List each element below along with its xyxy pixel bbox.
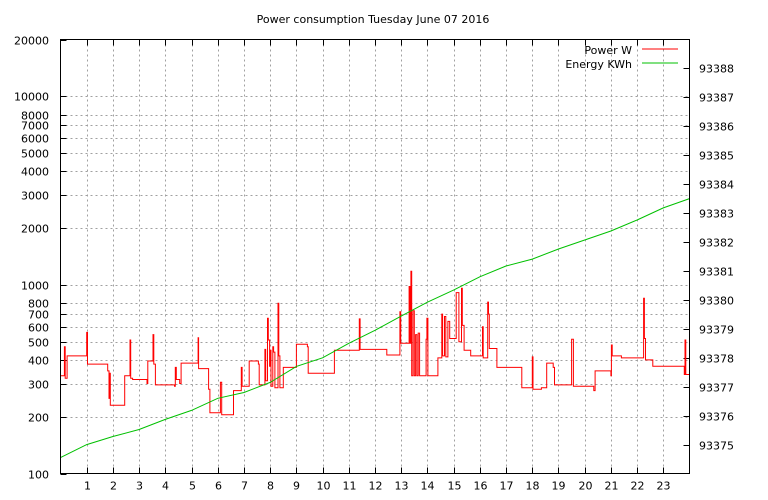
grid bbox=[60, 39, 690, 474]
y-tick-label: 600 bbox=[28, 322, 49, 335]
x-tick-label: 16 bbox=[474, 480, 488, 493]
x-tick-label: 14 bbox=[421, 480, 435, 493]
y-tick-label: 6000 bbox=[21, 133, 49, 146]
x-tick-label: 2 bbox=[110, 480, 117, 493]
x-tick-label: 10 bbox=[317, 480, 331, 493]
y2-tick-label: 93375 bbox=[699, 440, 734, 453]
y-tick-label: 2000 bbox=[21, 223, 49, 236]
x-tick-label: 6 bbox=[215, 480, 222, 493]
series-line-power bbox=[60, 270, 690, 416]
y-tick-label: 10000 bbox=[14, 91, 49, 104]
y-tick-label: 200 bbox=[28, 412, 49, 425]
x-tick-label: 5 bbox=[189, 480, 196, 493]
plot-border bbox=[60, 39, 690, 474]
y-tick-label: 3000 bbox=[21, 190, 49, 203]
y-tick-label: 300 bbox=[28, 379, 49, 392]
y2-tick-label: 93383 bbox=[699, 208, 734, 221]
x-tick-label: 18 bbox=[526, 480, 540, 493]
y2-tick-label: 93381 bbox=[699, 266, 734, 279]
legend-label-energy: Energy KWh bbox=[565, 58, 632, 71]
chart-title: Power consumption Tuesday June 07 2016 bbox=[257, 13, 490, 26]
x-tick-label: 4 bbox=[162, 480, 169, 493]
x-tick-label: 20 bbox=[579, 480, 593, 493]
x-tick-label: 3 bbox=[136, 480, 143, 493]
x-tick-label: 15 bbox=[448, 480, 462, 493]
legend: Power W Energy KWh bbox=[565, 44, 678, 71]
y2-tick-label: 93387 bbox=[699, 92, 734, 105]
x-tick-label: 11 bbox=[343, 480, 357, 493]
y2-tick-label: 93378 bbox=[699, 353, 734, 366]
y-tick-label: 5000 bbox=[21, 148, 49, 161]
y-tick-label: 20000 bbox=[14, 35, 49, 48]
x-tick-label: 9 bbox=[293, 480, 300, 493]
y-tick-label: 800 bbox=[28, 298, 49, 311]
y-tick-label: 100 bbox=[28, 469, 49, 482]
x-tick-label: 13 bbox=[395, 480, 409, 493]
y-tick-label: 400 bbox=[28, 355, 49, 368]
y2-tick-label: 93379 bbox=[699, 324, 734, 337]
y-tick-label: 1000 bbox=[21, 280, 49, 293]
y-tick-label: 500 bbox=[28, 337, 49, 350]
y2-tick-label: 93382 bbox=[699, 237, 734, 250]
x-tick-label: 7 bbox=[241, 480, 248, 493]
x-tick-label: 1 bbox=[84, 480, 91, 493]
y2-tick-label: 93380 bbox=[699, 295, 734, 308]
y-tick-label: 8000 bbox=[21, 110, 49, 123]
y-tick-label: 700 bbox=[28, 309, 49, 322]
series-group bbox=[60, 198, 690, 459]
x-tick-label: 19 bbox=[552, 480, 566, 493]
y2-tick-label: 93384 bbox=[699, 179, 734, 192]
x-tick-label: 21 bbox=[605, 480, 619, 493]
x-tick-label: 8 bbox=[267, 480, 274, 493]
x-tick-label: 17 bbox=[500, 480, 514, 493]
axis-ticks: 1 2 3 4 5 6 7 8 9 10 11 12 13 14 15 16 17 18 19 20 21 22 23100… bbox=[14, 35, 734, 493]
legend-label-power: Power W bbox=[584, 44, 632, 57]
series-line-energy bbox=[60, 198, 690, 459]
y-tick-label: 4000 bbox=[21, 166, 49, 179]
y-tick-label: 7000 bbox=[21, 120, 49, 133]
y2-tick-label: 93376 bbox=[699, 411, 734, 424]
x-tick-label: 23 bbox=[657, 480, 671, 493]
y2-tick-label: 93386 bbox=[699, 121, 734, 134]
y2-tick-label: 93385 bbox=[699, 150, 734, 163]
x-tick-label: 12 bbox=[369, 480, 383, 493]
y2-tick-label: 93377 bbox=[699, 382, 734, 395]
y2-tick-label: 93388 bbox=[699, 63, 734, 76]
x-tick-label: 22 bbox=[631, 480, 645, 493]
